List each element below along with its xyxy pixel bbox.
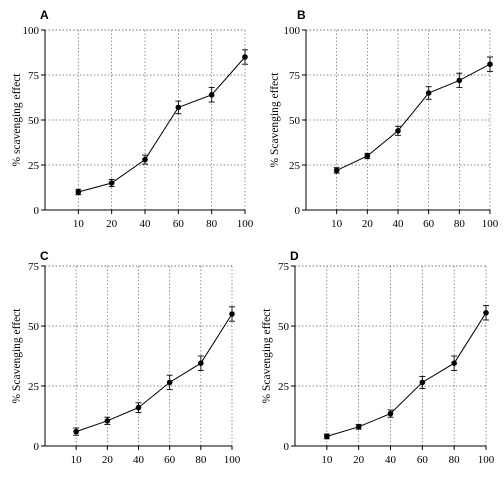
y-axis-label: % Scavenging effect	[11, 308, 23, 404]
x-tick-label: 80	[206, 218, 218, 230]
data-point	[456, 77, 463, 84]
x-tick-label: 20	[353, 454, 365, 466]
x-tick-label: 100	[224, 454, 241, 466]
data-point	[75, 189, 82, 195]
panel-letter: C	[40, 249, 49, 263]
x-tick-label: 100	[237, 218, 254, 230]
x-tick-label: 10	[331, 218, 343, 230]
data-point	[355, 424, 362, 430]
x-tick-label: 60	[417, 454, 429, 466]
data-point	[324, 433, 330, 440]
x-tick-label: 60	[173, 218, 185, 230]
data-point	[425, 90, 432, 96]
y-tick-label: 100	[23, 25, 40, 37]
data-point	[198, 360, 204, 367]
x-tick-label: 20	[102, 454, 114, 466]
data-point	[483, 310, 489, 316]
series-line	[336, 63, 491, 171]
data-point	[135, 404, 142, 411]
data-point	[242, 54, 248, 60]
data-point	[108, 180, 115, 186]
y-tick-label: 50	[28, 115, 40, 127]
y-axis-label: % Scavenging effect	[269, 72, 281, 168]
y-tick-label: 0	[34, 205, 40, 217]
x-tick-label: 10	[321, 454, 333, 466]
x-tick-label: 60	[423, 218, 435, 230]
x-tick-label: 20	[106, 218, 118, 230]
x-tick-label: 10	[73, 218, 85, 230]
y-axis-label: % scavenging effect	[11, 73, 23, 167]
data-point	[175, 104, 182, 111]
data-point	[142, 156, 148, 163]
data-point	[333, 167, 340, 174]
x-tick-label: 60	[164, 454, 176, 466]
y-tick-label: 75	[28, 70, 40, 82]
x-tick-label: 100	[482, 218, 499, 230]
data-point	[387, 410, 394, 417]
data-point	[73, 428, 79, 435]
x-tick-label: 40	[385, 454, 397, 466]
y-tick-label: 25	[28, 160, 40, 172]
panel-c: 0 25 50 75 10 20 40 60 80 100 C % Scavenging effect	[11, 249, 241, 466]
y-tick-label: 75	[28, 261, 40, 273]
x-tick-label: 40	[393, 218, 405, 230]
data-point	[395, 128, 401, 134]
x-tick-label: 40	[140, 218, 152, 230]
series-line	[76, 313, 233, 433]
y-tick-label: 25	[28, 381, 40, 393]
x-tick-label: 10	[71, 454, 83, 466]
x-tick-label: 80	[454, 218, 466, 230]
data-point	[208, 92, 215, 98]
y-tick-label: 0	[34, 441, 40, 453]
data-point	[419, 379, 426, 386]
series-line	[326, 312, 487, 437]
y-tick-label: 75	[278, 261, 290, 273]
data-point	[104, 418, 111, 424]
panel-letter: B	[297, 8, 306, 22]
y-tick-label: 50	[289, 115, 301, 127]
data-point	[364, 153, 371, 159]
panel-b: 0 25 50 75 100 10 20 40 60 80 100 B % Scavenging eff…	[269, 8, 499, 230]
y-tick-label: 75	[289, 70, 301, 82]
y-tick-label: 25	[289, 160, 301, 172]
x-tick-label: 80	[449, 454, 461, 466]
y-tick-label: 0	[295, 205, 301, 217]
x-tick-label: 80	[195, 454, 207, 466]
y-tick-label: 50	[278, 321, 290, 333]
data-point	[229, 311, 235, 317]
x-tick-label: 40	[133, 454, 145, 466]
series-line	[78, 56, 246, 193]
data-point	[487, 61, 493, 67]
y-tick-label: 0	[284, 441, 290, 453]
y-tick-label: 25	[278, 381, 290, 393]
data-point	[166, 379, 173, 386]
x-tick-label: 100	[478, 454, 495, 466]
y-tick-label: 50	[28, 321, 40, 333]
panel-d: 0 25 50 75 10 20 40 60 80 100 D % Scavenging effect	[261, 249, 495, 466]
data-point	[451, 360, 457, 367]
x-tick-label: 20	[362, 218, 374, 230]
panel-letter: A	[40, 8, 49, 22]
y-tick-label: 100	[284, 25, 301, 37]
panel-letter: D	[290, 249, 299, 263]
y-axis-label: % Scavenging effect	[261, 308, 273, 404]
